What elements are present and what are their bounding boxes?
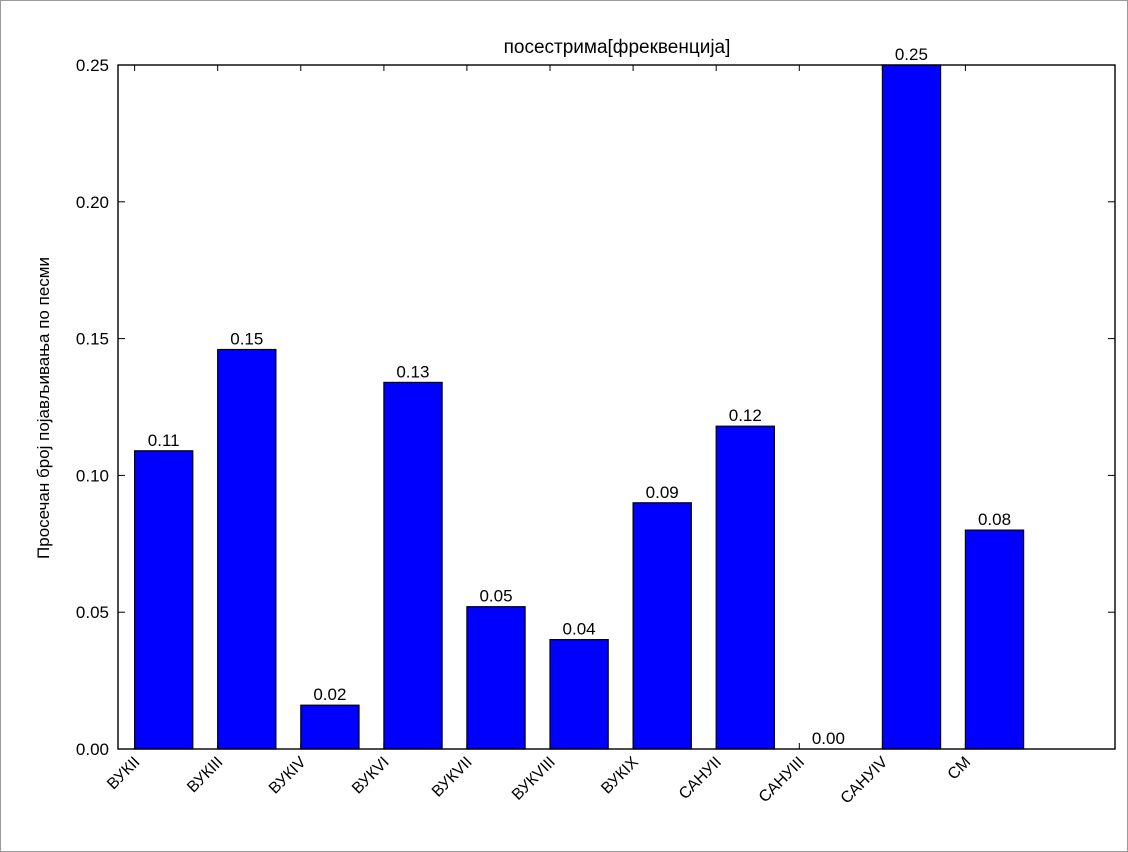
x-tick-label: ВУКVIII	[509, 754, 559, 804]
x-tick-label: САНУIII	[756, 754, 808, 806]
x-tick-label: ВУКIII	[184, 754, 226, 796]
x-tick-label: ВУКIX	[598, 754, 642, 798]
bar-value-label: 0.12	[729, 406, 762, 425]
bar-value-label: 0.05	[479, 587, 512, 606]
x-tick-label: ВУКVII	[429, 754, 476, 801]
y-axis-label: Просечан број појављивања по песми	[34, 257, 53, 559]
bar-value-label: 0.08	[978, 510, 1011, 529]
bar-value-label: 0.15	[230, 330, 263, 349]
bars-group	[134, 64, 1025, 750]
x-tick-label: САНУIV	[838, 754, 892, 808]
bar	[549, 638, 609, 750]
plot-area	[117, 64, 1116, 750]
x-tick-label: ВУКVI	[349, 754, 393, 798]
y-tick-label: 0.00	[76, 740, 109, 759]
x-tick-label: ВУКII	[104, 754, 143, 793]
bar-value-label: 0.02	[313, 685, 346, 704]
chart-title: посестрима[фреквенција]	[504, 37, 731, 58]
bar	[217, 348, 277, 750]
x-tick-label: САНУII	[676, 754, 725, 803]
x-tick-label: ВУКIV	[266, 754, 310, 798]
bar	[715, 425, 776, 750]
bar-value-label: 0.04	[563, 620, 596, 639]
y-tick-label: 0.05	[76, 603, 109, 622]
bar	[300, 704, 360, 750]
bar-value-label: 0.09	[646, 483, 679, 502]
bar-value-label: 0.25	[895, 45, 928, 64]
bar	[964, 529, 1025, 750]
bar	[632, 502, 692, 750]
bar	[134, 450, 194, 750]
bar-value-label: 0.13	[396, 362, 429, 381]
x-tick-label: СМ	[945, 754, 974, 783]
bar	[881, 64, 942, 750]
y-tick-label: 0.15	[76, 330, 109, 349]
value-labels-group: 0.11 0.15 0.02 0.13 0.05 0.04 0.09 0.12 0.00 0.25…	[148, 45, 1011, 748]
bar	[466, 606, 526, 750]
bar	[383, 381, 443, 750]
bar-value-label: 0.11	[148, 431, 180, 450]
y-tick-label: 0.25	[76, 56, 109, 75]
bar-value-label: 0.00	[812, 729, 845, 748]
y-tick-label: 0.20	[76, 193, 109, 212]
y-tick-label: 0.10	[76, 466, 109, 485]
